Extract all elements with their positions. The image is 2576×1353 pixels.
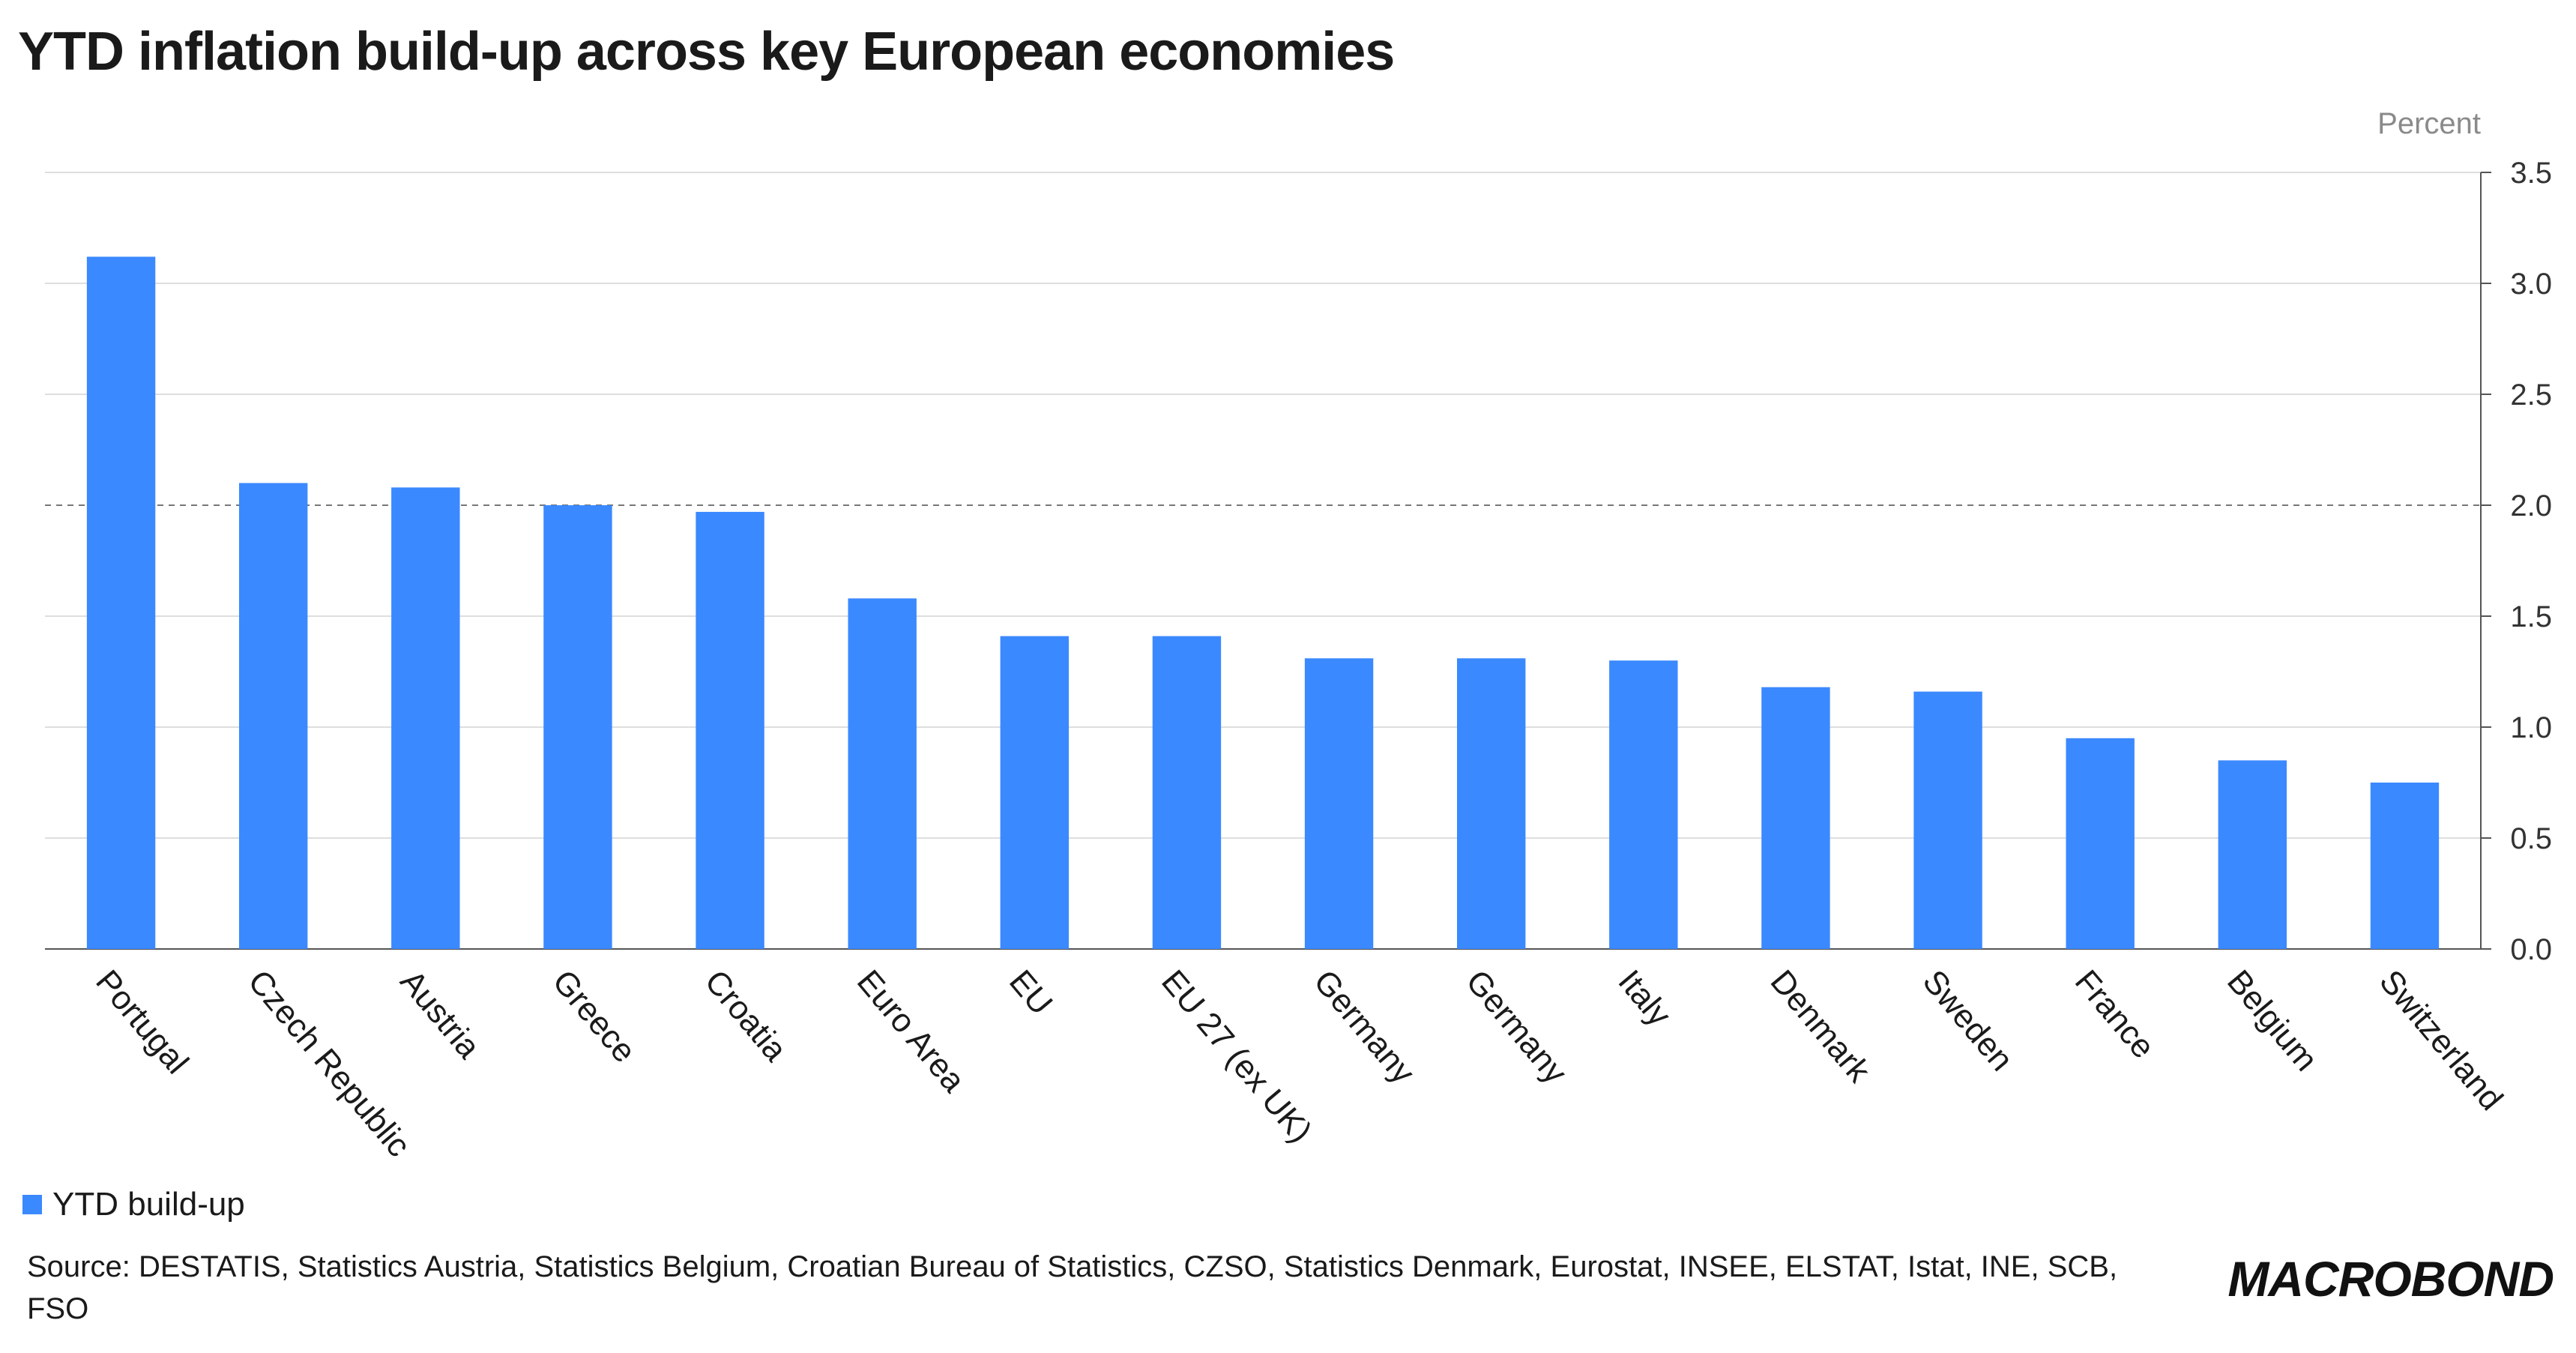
x-category-label: Denmark	[1764, 963, 1878, 1090]
x-category-label: Czech Republic	[241, 963, 417, 1164]
bar[interactable]	[391, 487, 460, 949]
x-category-label: Belgium	[2220, 963, 2325, 1078]
bar[interactable]	[1152, 636, 1222, 949]
bar[interactable]	[1761, 687, 1830, 949]
y-tick-label: 2.5	[2510, 379, 2552, 412]
x-category-label: Sweden	[1916, 963, 2021, 1078]
macrobond-logo: MACROBOND	[2227, 1251, 2554, 1307]
bar[interactable]	[848, 598, 917, 949]
bar[interactable]	[1000, 636, 1070, 949]
bar[interactable]	[1456, 658, 1526, 949]
x-category-label: France	[2068, 963, 2162, 1065]
bar[interactable]	[1304, 658, 1374, 949]
x-category-label: Germany	[1459, 963, 1574, 1091]
y-tick-label: 3.5	[2510, 157, 2552, 190]
source-note: Source: DESTATIS, Statistics Austria, St…	[27, 1250, 2118, 1325]
y-tick-label: 3.0	[2510, 268, 2552, 301]
x-category-label: Greece	[546, 963, 643, 1070]
bar[interactable]	[86, 256, 156, 950]
bar[interactable]	[543, 505, 612, 949]
x-category-label: Croatia	[698, 963, 794, 1069]
legend-label: YTD build-up	[52, 1186, 245, 1223]
legend: YTD build-up	[22, 1186, 245, 1223]
x-category-label: Euro Area	[850, 963, 973, 1100]
bar[interactable]	[2066, 738, 2135, 949]
legend-swatch	[22, 1195, 42, 1214]
bar[interactable]	[1609, 660, 1678, 949]
x-category-label: Italy	[1611, 963, 1677, 1033]
bar[interactable]	[1913, 691, 1982, 949]
y-tick-label: 2.0	[2510, 489, 2552, 522]
x-category-label: EU 27 (ex UK)	[1154, 963, 1319, 1150]
x-category-label: Austria	[393, 963, 487, 1066]
y-tick-label: 1.0	[2510, 711, 2552, 744]
y-tick-label: 1.5	[2510, 600, 2552, 633]
bar[interactable]	[2218, 760, 2287, 949]
bar[interactable]	[696, 511, 764, 949]
y-tick-label: 0.0	[2510, 933, 2552, 966]
chart-title: YTD inflation build-up across key Europe…	[18, 22, 1395, 82]
bar[interactable]	[2370, 783, 2440, 949]
x-category-label: EU	[1002, 963, 1060, 1022]
x-category-label: Portugal	[88, 963, 196, 1081]
x-category-label: Switzerland	[2372, 963, 2510, 1118]
bar[interactable]	[238, 483, 308, 949]
y-tick-label: 0.5	[2510, 822, 2552, 855]
x-category-label: Germany	[1306, 963, 1422, 1091]
y-axis-unit: Percent	[2377, 107, 2481, 140]
chart-plot-area: 0.0 0.5 1.0 1.5 2.0 2.5 3.0 3.5 Percent Portugal…	[45, 107, 2552, 1164]
